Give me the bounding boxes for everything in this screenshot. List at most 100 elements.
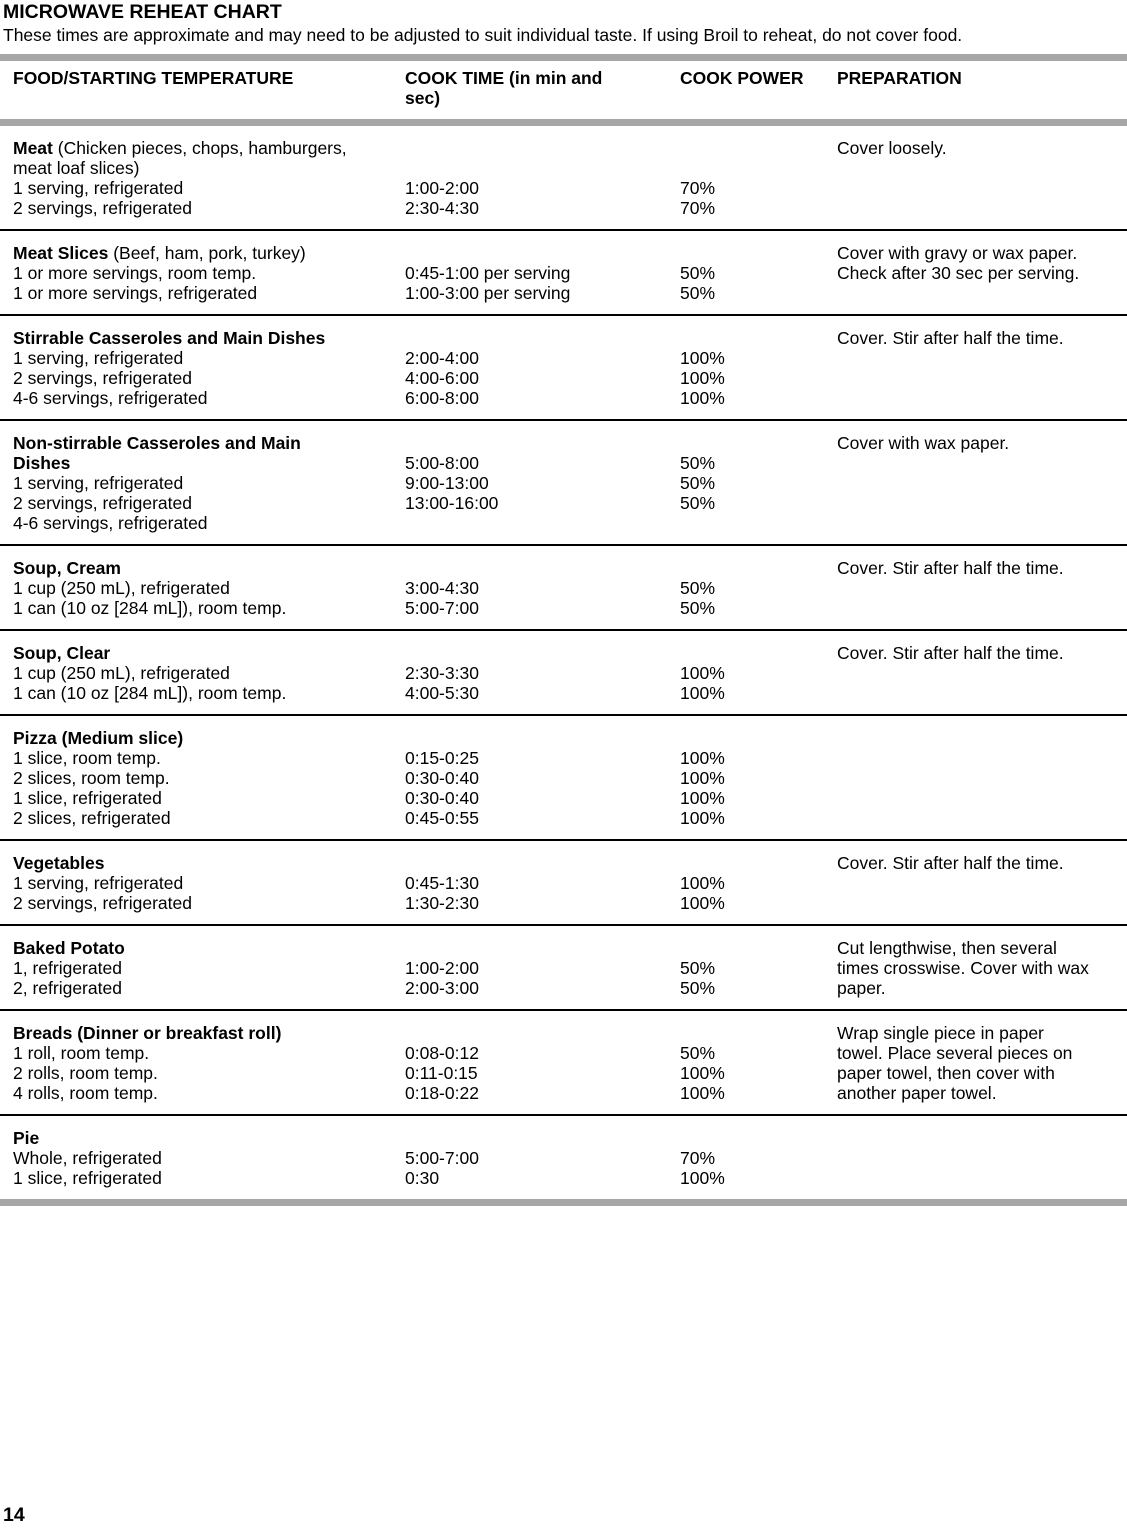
cook-time-value: 0:18-0:22 bbox=[405, 1083, 479, 1103]
food-line: 1 can (10 oz [284 mL]), room temp. bbox=[13, 598, 287, 618]
table-row: Soup, Clear 1 cup (250 mL), refrigerated 1… bbox=[0, 631, 1127, 716]
food-line: Pie bbox=[13, 1128, 40, 1148]
divider-bar-header bbox=[0, 119, 1127, 126]
cook-power-value bbox=[680, 243, 837, 263]
cook-time-value: 3:00-4:30 bbox=[405, 578, 479, 598]
table-row: Pie Whole, refrigerated 1 slice, refrigera… bbox=[0, 1116, 1127, 1199]
cook-power-value: 100% bbox=[680, 893, 725, 913]
cook-time-value bbox=[405, 558, 680, 578]
cook-time-value: 1:00-3:00 per serving bbox=[405, 283, 571, 303]
cook-power-cell: 50% 100% 100% bbox=[680, 1023, 837, 1103]
cook-time-value: 2:30-3:30 bbox=[405, 663, 479, 683]
food-line: Stirrable Casseroles and Main Dishes bbox=[13, 328, 326, 348]
cook-time-value: 5:00-8:00 bbox=[405, 453, 479, 473]
cook-power-value bbox=[680, 138, 837, 158]
cook-power-cell: 100% 100% bbox=[680, 853, 837, 913]
food-line: Breads (Dinner or breakfast roll) bbox=[13, 1023, 282, 1043]
cook-time-value: 0:30-0:40 bbox=[405, 788, 479, 808]
divider-bar-bottom bbox=[0, 1199, 1127, 1206]
cook-time-value bbox=[405, 158, 680, 178]
cook-power-value: 70% bbox=[680, 1148, 716, 1168]
food-line: 1 slice, room temp. bbox=[13, 748, 161, 768]
cook-power-value: 50% bbox=[680, 958, 716, 978]
food-line: 1 or more servings, room temp. bbox=[13, 263, 257, 283]
header-cell-food: FOOD/STARTING TEMPERATURE bbox=[13, 68, 405, 108]
cook-time-value: 0:11-0:15 bbox=[405, 1063, 478, 1083]
cook-time-value bbox=[405, 328, 680, 348]
cook-time-cell: 2:00-4:00 4:00-6:00 6:00-8:00 bbox=[405, 328, 680, 408]
header-label: COOK TIME (in min and bbox=[405, 68, 603, 88]
preparation-cell: Cover with wax paper. bbox=[837, 433, 1010, 453]
cook-power-cell: 50% 50% bbox=[680, 558, 837, 618]
cook-power-value: 100% bbox=[680, 788, 725, 808]
table-row: Meat Slices (Beef, ham, pork, turkey) 1 o… bbox=[0, 231, 1127, 316]
food-line: Meat Slices (Beef, ham, pork, turkey) bbox=[13, 243, 306, 263]
cook-time-value: 1:30-2:30 bbox=[405, 893, 479, 913]
cook-time-cell: 5:00-8:00 9:00-13:00 13:00-16:00 bbox=[405, 433, 680, 533]
cook-time-value: 0:30 bbox=[405, 1168, 440, 1188]
header-label: PREPARATION bbox=[837, 68, 962, 88]
cook-power-value: 50% bbox=[680, 578, 716, 598]
food-line: 1 slice, refrigerated bbox=[13, 788, 162, 808]
cook-time-value: 2:00-3:00 bbox=[405, 978, 479, 998]
cook-time-value: 4:00-6:00 bbox=[405, 368, 479, 388]
table-row: Soup, Cream 1 cup (250 mL), refrigerated 1… bbox=[0, 546, 1127, 631]
cook-power-value: 100% bbox=[680, 808, 725, 828]
intro-text: These times are approximate and may need… bbox=[3, 25, 963, 45]
cook-time-cell: 1:00-2:00 2:30-4:30 bbox=[405, 138, 680, 218]
cook-power-value bbox=[680, 328, 837, 348]
cook-power-cell: 50% 50% bbox=[680, 938, 837, 998]
cook-time-value bbox=[405, 1128, 680, 1148]
food-line: 2 servings, refrigerated bbox=[13, 893, 192, 913]
cook-time-value: 0:15-0:25 bbox=[405, 748, 479, 768]
cook-power-cell: 50% 50% 50% bbox=[680, 433, 837, 533]
cook-time-cell: 3:00-4:30 5:00-7:00 bbox=[405, 558, 680, 618]
cook-power-value: 70% bbox=[680, 178, 716, 198]
cook-power-value: 100% bbox=[680, 348, 725, 368]
page-header: MICROWAVE REHEAT CHART These times are a… bbox=[0, 0, 1127, 46]
cook-time-value bbox=[405, 138, 680, 158]
cook-power-value bbox=[680, 643, 837, 663]
cook-power-value: 100% bbox=[680, 748, 725, 768]
food-line: 1 or more servings, refrigerated bbox=[13, 283, 258, 303]
cook-time-value: 13:00-16:00 bbox=[405, 493, 499, 513]
cook-time-value: 1:00-2:00 bbox=[405, 958, 479, 978]
cook-time-value: 0:45-0:55 bbox=[405, 808, 479, 828]
header-label: COOK POWER bbox=[680, 68, 804, 88]
cook-time-value: 5:00-7:00 bbox=[405, 598, 479, 618]
food-line: Soup, Cream bbox=[13, 558, 121, 578]
page-title: MICROWAVE REHEAT CHART bbox=[3, 1, 282, 23]
cook-power-value: 100% bbox=[680, 683, 725, 703]
cook-time-cell: 0:45-1:00 per serving 1:00-3:00 per servi… bbox=[405, 243, 680, 303]
cook-power-value bbox=[680, 158, 837, 178]
cook-power-value: 100% bbox=[680, 873, 725, 893]
food-line: Meat (Chicken pieces, chops, hamburgers, bbox=[13, 138, 347, 158]
food-cell: Baked Potato 1, refrigerated 2, refrigerat… bbox=[13, 938, 405, 998]
cook-power-value: 50% bbox=[680, 1043, 716, 1063]
cook-time-cell: 5:00-7:00 0:30 bbox=[405, 1128, 680, 1188]
cook-power-value bbox=[680, 433, 837, 453]
food-line: 1, refrigerated bbox=[13, 958, 122, 978]
cook-power-value: 50% bbox=[680, 978, 716, 998]
food-line: 1 serving, refrigerated bbox=[13, 178, 184, 198]
cook-time-value bbox=[405, 853, 680, 873]
divider-bar-top bbox=[0, 54, 1127, 61]
table-body: Meat (Chicken pieces, chops, hamburgers,… bbox=[0, 126, 1127, 1199]
food-line: 2 rolls, room temp. bbox=[13, 1063, 158, 1083]
food-line: 1 can (10 oz [284 mL]), room temp. bbox=[13, 683, 287, 703]
cook-time-value: 1:00-2:00 bbox=[405, 178, 479, 198]
cook-power-value: 50% bbox=[680, 283, 716, 303]
cook-power-value: 100% bbox=[680, 368, 725, 388]
cook-power-value: 50% bbox=[680, 598, 716, 618]
cook-power-value: 100% bbox=[680, 1168, 725, 1188]
preparation-cell: Cover. Stir after half the time. bbox=[837, 328, 1064, 348]
preparation-cell bbox=[837, 1128, 1100, 1188]
page-number: 14 bbox=[3, 1504, 25, 1526]
cook-power-value: 50% bbox=[680, 263, 716, 283]
cook-time-value: 5:00-7:00 bbox=[405, 1148, 479, 1168]
header-label: sec) bbox=[405, 88, 441, 108]
food-cell: Soup, Clear 1 cup (250 mL), refrigerated 1… bbox=[13, 643, 405, 703]
preparation-cell bbox=[837, 728, 1100, 828]
food-line: Whole, refrigerated bbox=[13, 1148, 162, 1168]
food-line: 2 slices, refrigerated bbox=[13, 808, 171, 828]
